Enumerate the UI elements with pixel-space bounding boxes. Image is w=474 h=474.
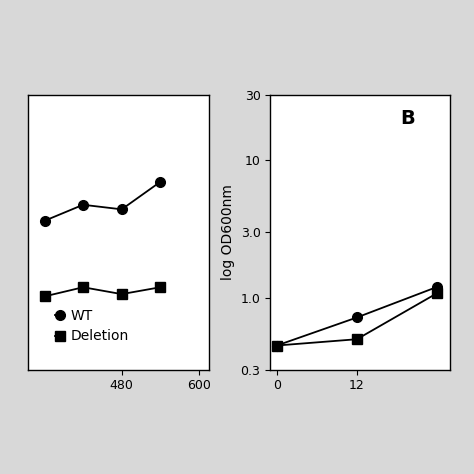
Line: Deletion: Deletion bbox=[40, 283, 165, 301]
Y-axis label: log OD600nm: log OD600nm bbox=[221, 184, 235, 280]
WT bbox=[157, 179, 163, 185]
WT bbox=[119, 207, 125, 212]
Deletion bbox=[80, 284, 86, 290]
WT bbox=[80, 202, 86, 208]
Deletion bbox=[157, 284, 163, 290]
Legend: WT, Deletion: WT, Deletion bbox=[50, 303, 135, 349]
Text: B: B bbox=[400, 109, 415, 128]
Line: WT: WT bbox=[40, 177, 165, 226]
WT bbox=[42, 218, 47, 224]
Deletion bbox=[42, 293, 47, 299]
Deletion bbox=[119, 292, 125, 297]
